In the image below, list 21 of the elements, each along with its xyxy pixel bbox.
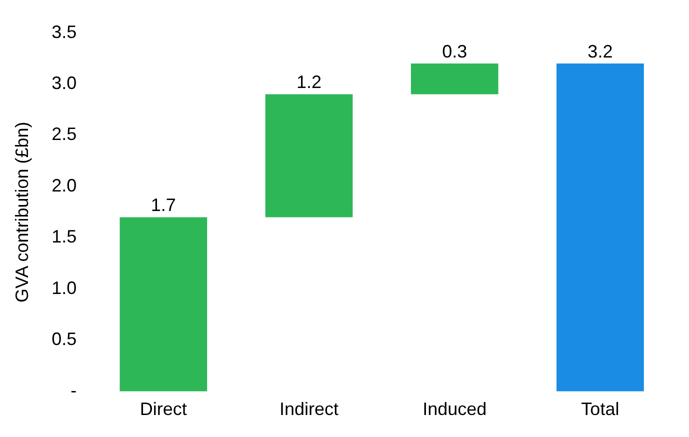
bar [556, 64, 644, 392]
x-tick-label: Induced [422, 399, 487, 420]
y-tick-label: 1.0 [52, 278, 77, 298]
y-tick-label: 2.5 [52, 124, 77, 144]
data-label: 1.2 [296, 72, 322, 92]
x-tick-label: Indirect [280, 399, 339, 420]
y-axis-title: GVA contribution (£bn) [12, 122, 32, 302]
bar [265, 94, 353, 218]
y-tick-label: 1.5 [52, 226, 77, 247]
y-tick-label: 3.0 [52, 72, 77, 93]
y-tick-label: 0.5 [52, 329, 77, 350]
bar [410, 64, 498, 94]
y-tick-label: 3.5 [52, 22, 77, 42]
y-tick-label: 2.0 [52, 175, 77, 196]
x-tick-label: Total [581, 399, 620, 420]
x-tick-label: Direct [140, 399, 187, 420]
data-label: 0.3 [442, 42, 468, 62]
data-label: 3.2 [588, 42, 613, 62]
data-label: 1.7 [150, 195, 176, 216]
bar [120, 217, 208, 392]
y-tick-label: - [70, 380, 77, 400]
